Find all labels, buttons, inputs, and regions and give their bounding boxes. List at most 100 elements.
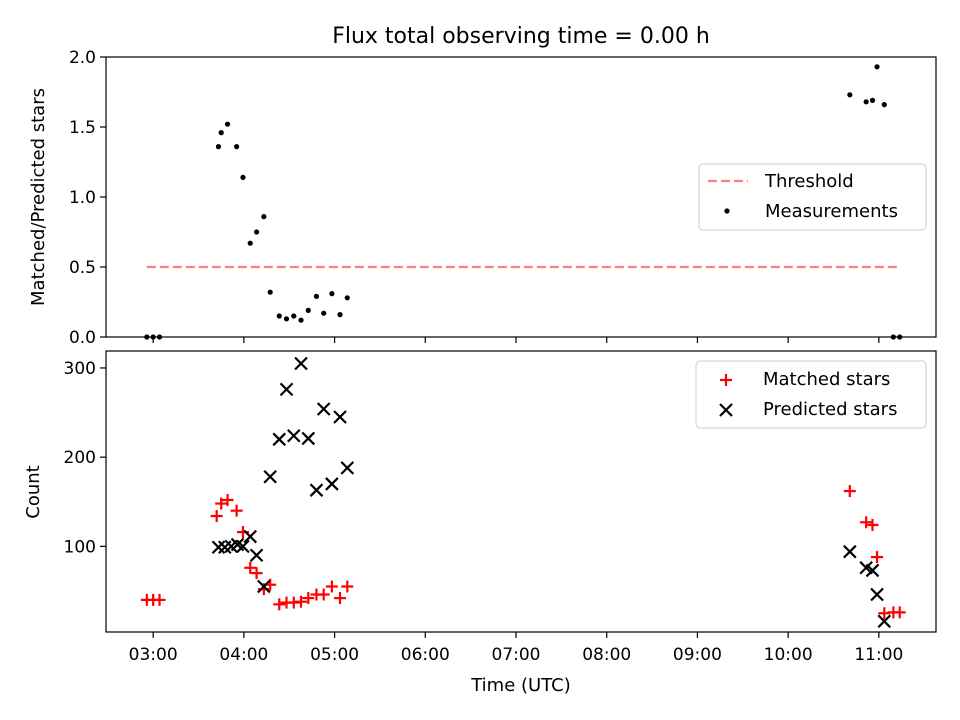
predicted-star-point: [294, 356, 308, 371]
measurement-point: [337, 312, 343, 318]
predicted-star-point: [279, 382, 294, 397]
top-panel: 0.00.51.01.52.0 Matched/Predicted stars …: [28, 48, 937, 348]
predicted-legend-swatch: [719, 403, 733, 417]
top-legend: Threshold Measurements: [698, 163, 927, 231]
measurement-point: [869, 97, 876, 103]
x-axis-label: Time (UTC): [470, 675, 571, 696]
x-tick-label: 07:00: [492, 645, 541, 665]
measurement-point: [881, 102, 887, 108]
predicted-star-point: [316, 402, 331, 416]
counts-layer: [140, 356, 906, 629]
measurement-point: [847, 92, 853, 98]
top-y-tick-label: 2.0: [69, 48, 96, 68]
measurement-point: [224, 121, 231, 127]
measurement-point: [283, 316, 290, 322]
predicted-star-point: [325, 477, 339, 491]
measurement-point: [276, 313, 282, 319]
matched-star-point: [325, 580, 338, 593]
matched-star-point: [317, 588, 330, 601]
measurement-point: [234, 144, 240, 150]
matched-star-point: [871, 551, 884, 564]
bottom-legend: Matched stars Predicted stars: [695, 360, 927, 429]
predicted-star-point: [263, 470, 277, 484]
bottom-y-axis-label: Count: [23, 465, 44, 518]
predicted-star-point: [272, 432, 287, 447]
predicted-star-point: [257, 579, 271, 594]
x-axis: 03:00 04:00 05:00 06:00 07:00 08:00 09:00 10:00…: [129, 632, 903, 665]
bottom-y-tick-label: 100: [64, 537, 96, 557]
matched-star-point: [334, 592, 347, 605]
measurement-point: [874, 64, 880, 70]
predicted-star-point: [865, 563, 880, 578]
matched-star-point: [153, 593, 166, 606]
measurement-point: [253, 229, 260, 235]
top-y-tick-label: 1.0: [69, 188, 96, 208]
predicted-star-point: [236, 539, 250, 554]
top-y-tick-label: 0.5: [69, 258, 96, 278]
predicted-star-point: [333, 410, 347, 424]
matched-star-point: [250, 567, 263, 580]
measurement-point: [344, 295, 350, 301]
matched-star-point: [295, 595, 308, 608]
measurement-point: [267, 289, 273, 295]
bottom-y-tick-label: 300: [64, 359, 96, 379]
x-tick-label: 11:00: [854, 645, 903, 665]
measurement-point: [218, 130, 224, 136]
predicted-star-point: [340, 461, 355, 475]
matched-star-point: [221, 493, 234, 506]
measurement-point: [863, 99, 869, 105]
measurement-point: [305, 307, 311, 313]
x-tick-label: 06:00: [401, 645, 450, 665]
bottom-y-axis: 100 200 300: [64, 359, 106, 557]
predicted-star-point: [301, 431, 316, 446]
measurement-point: [247, 240, 253, 246]
measurement-point: [313, 293, 320, 299]
matched-star-point: [866, 518, 879, 531]
measurement-point: [321, 310, 327, 316]
predicted-legend-label: Predicted stars: [763, 399, 897, 420]
predicted-star-point: [243, 529, 258, 544]
matched-legend-label: Matched stars: [763, 369, 890, 390]
top-y-axis-label: Matched/Predicted stars: [28, 88, 49, 306]
matched-star-point: [273, 598, 286, 611]
x-tick-label: 05:00: [310, 645, 359, 665]
predicted-star-point: [309, 483, 324, 497]
predicted-star-point: [249, 548, 264, 563]
matched-star-point: [860, 516, 873, 529]
chart-title: Flux total observing time = 0.00 h: [332, 24, 710, 49]
top-y-tick-label: 1.5: [69, 118, 96, 138]
predicted-star-point: [870, 587, 884, 602]
measurement-point: [291, 313, 297, 319]
x-tick-label: 03:00: [129, 645, 178, 665]
top-x-axis-ticks: [152, 337, 880, 343]
measurements-layer: [144, 64, 903, 340]
predicted-star-point: [211, 540, 226, 555]
top-y-tick-label: 0.0: [69, 328, 96, 348]
bottom-legend-box: [695, 360, 927, 429]
predicted-star-point: [286, 428, 301, 443]
top-legend-box: [698, 163, 927, 231]
bottom-panel: 100 200 300 03:00 04:00 05:00 06:00 07:00 08:00…: [23, 350, 937, 696]
x-tick-label: 04:00: [219, 645, 268, 665]
measurements-legend-swatch: [724, 208, 730, 214]
matched-star-point: [843, 485, 856, 498]
measurements-legend-label: Measurements: [765, 201, 898, 222]
measurement-point: [298, 317, 304, 323]
matched-star-point: [210, 510, 223, 523]
matched-star-point: [215, 497, 228, 510]
matched-star-point: [244, 561, 257, 574]
predicted-star-point: [877, 614, 892, 629]
x-tick-label: 08:00: [582, 645, 631, 665]
bottom-y-tick-label: 200: [64, 448, 96, 468]
top-y-axis: 0.0 0.5 1.0 1.5 2.0: [69, 48, 106, 348]
matched-star-point: [302, 592, 315, 605]
x-tick-label: 09:00: [673, 645, 722, 665]
measurement-point: [261, 214, 267, 220]
bottom-plot-frame: [105, 350, 937, 633]
threshold-legend-label: Threshold: [764, 171, 854, 192]
x-tick-label: 10:00: [764, 645, 813, 665]
matched-legend-swatch: [720, 374, 732, 386]
matched-star-point: [230, 504, 243, 517]
matched-star-point: [893, 606, 906, 619]
